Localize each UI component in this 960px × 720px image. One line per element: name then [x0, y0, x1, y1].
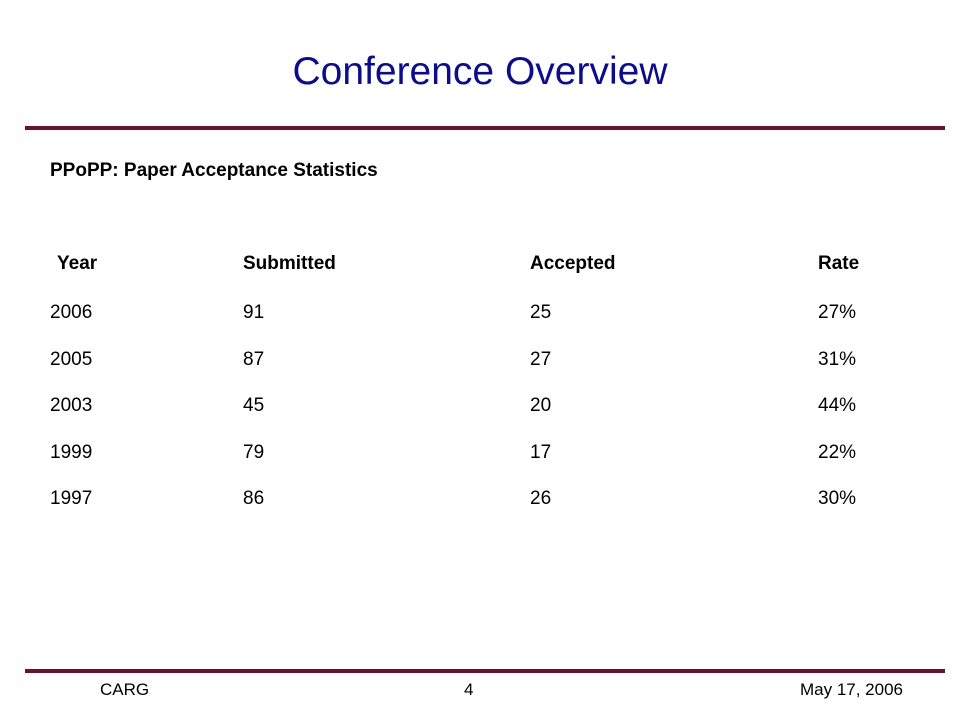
bottom-rule [25, 669, 945, 673]
table-cell: 17 [530, 441, 552, 463]
column-header: Rate [818, 253, 860, 274]
table-cell: 1997 [50, 488, 93, 509]
table-cell: 79 [243, 441, 265, 463]
table-cell: 26 [530, 488, 552, 509]
table-cell: 1999 [50, 441, 93, 463]
subtitle: PPoPP: Paper Acceptance Statistics [50, 160, 378, 181]
column-header: Year [57, 253, 98, 274]
table-cell: 20 [530, 395, 552, 416]
table-cell: 27% [818, 302, 857, 323]
table-cell: 91 [243, 302, 265, 323]
table-cell: 25 [530, 302, 552, 323]
table-cell: 27 [530, 348, 552, 370]
column-header: Submitted [243, 253, 336, 274]
table-cell: 86 [243, 488, 265, 509]
column-header: Accepted [530, 253, 616, 274]
top-rule [25, 126, 945, 130]
page-number: 4 [464, 680, 474, 699]
table-cell: 45 [243, 395, 265, 416]
table-cell: 2003 [50, 395, 93, 416]
slide-title: Conference Overview [292, 50, 668, 93]
table-cell: 30% [818, 488, 857, 509]
table-cell: 2006 [50, 302, 93, 323]
table-cell: 31% [818, 348, 857, 370]
table-cell: 2005 [50, 348, 93, 370]
table-cell: 22% [818, 441, 857, 463]
footer-left: CARG [100, 680, 150, 699]
table-cell: 87 [243, 348, 265, 370]
footer-date: May 17, 2006 [799, 680, 903, 699]
table-cell: 44% [818, 395, 857, 416]
